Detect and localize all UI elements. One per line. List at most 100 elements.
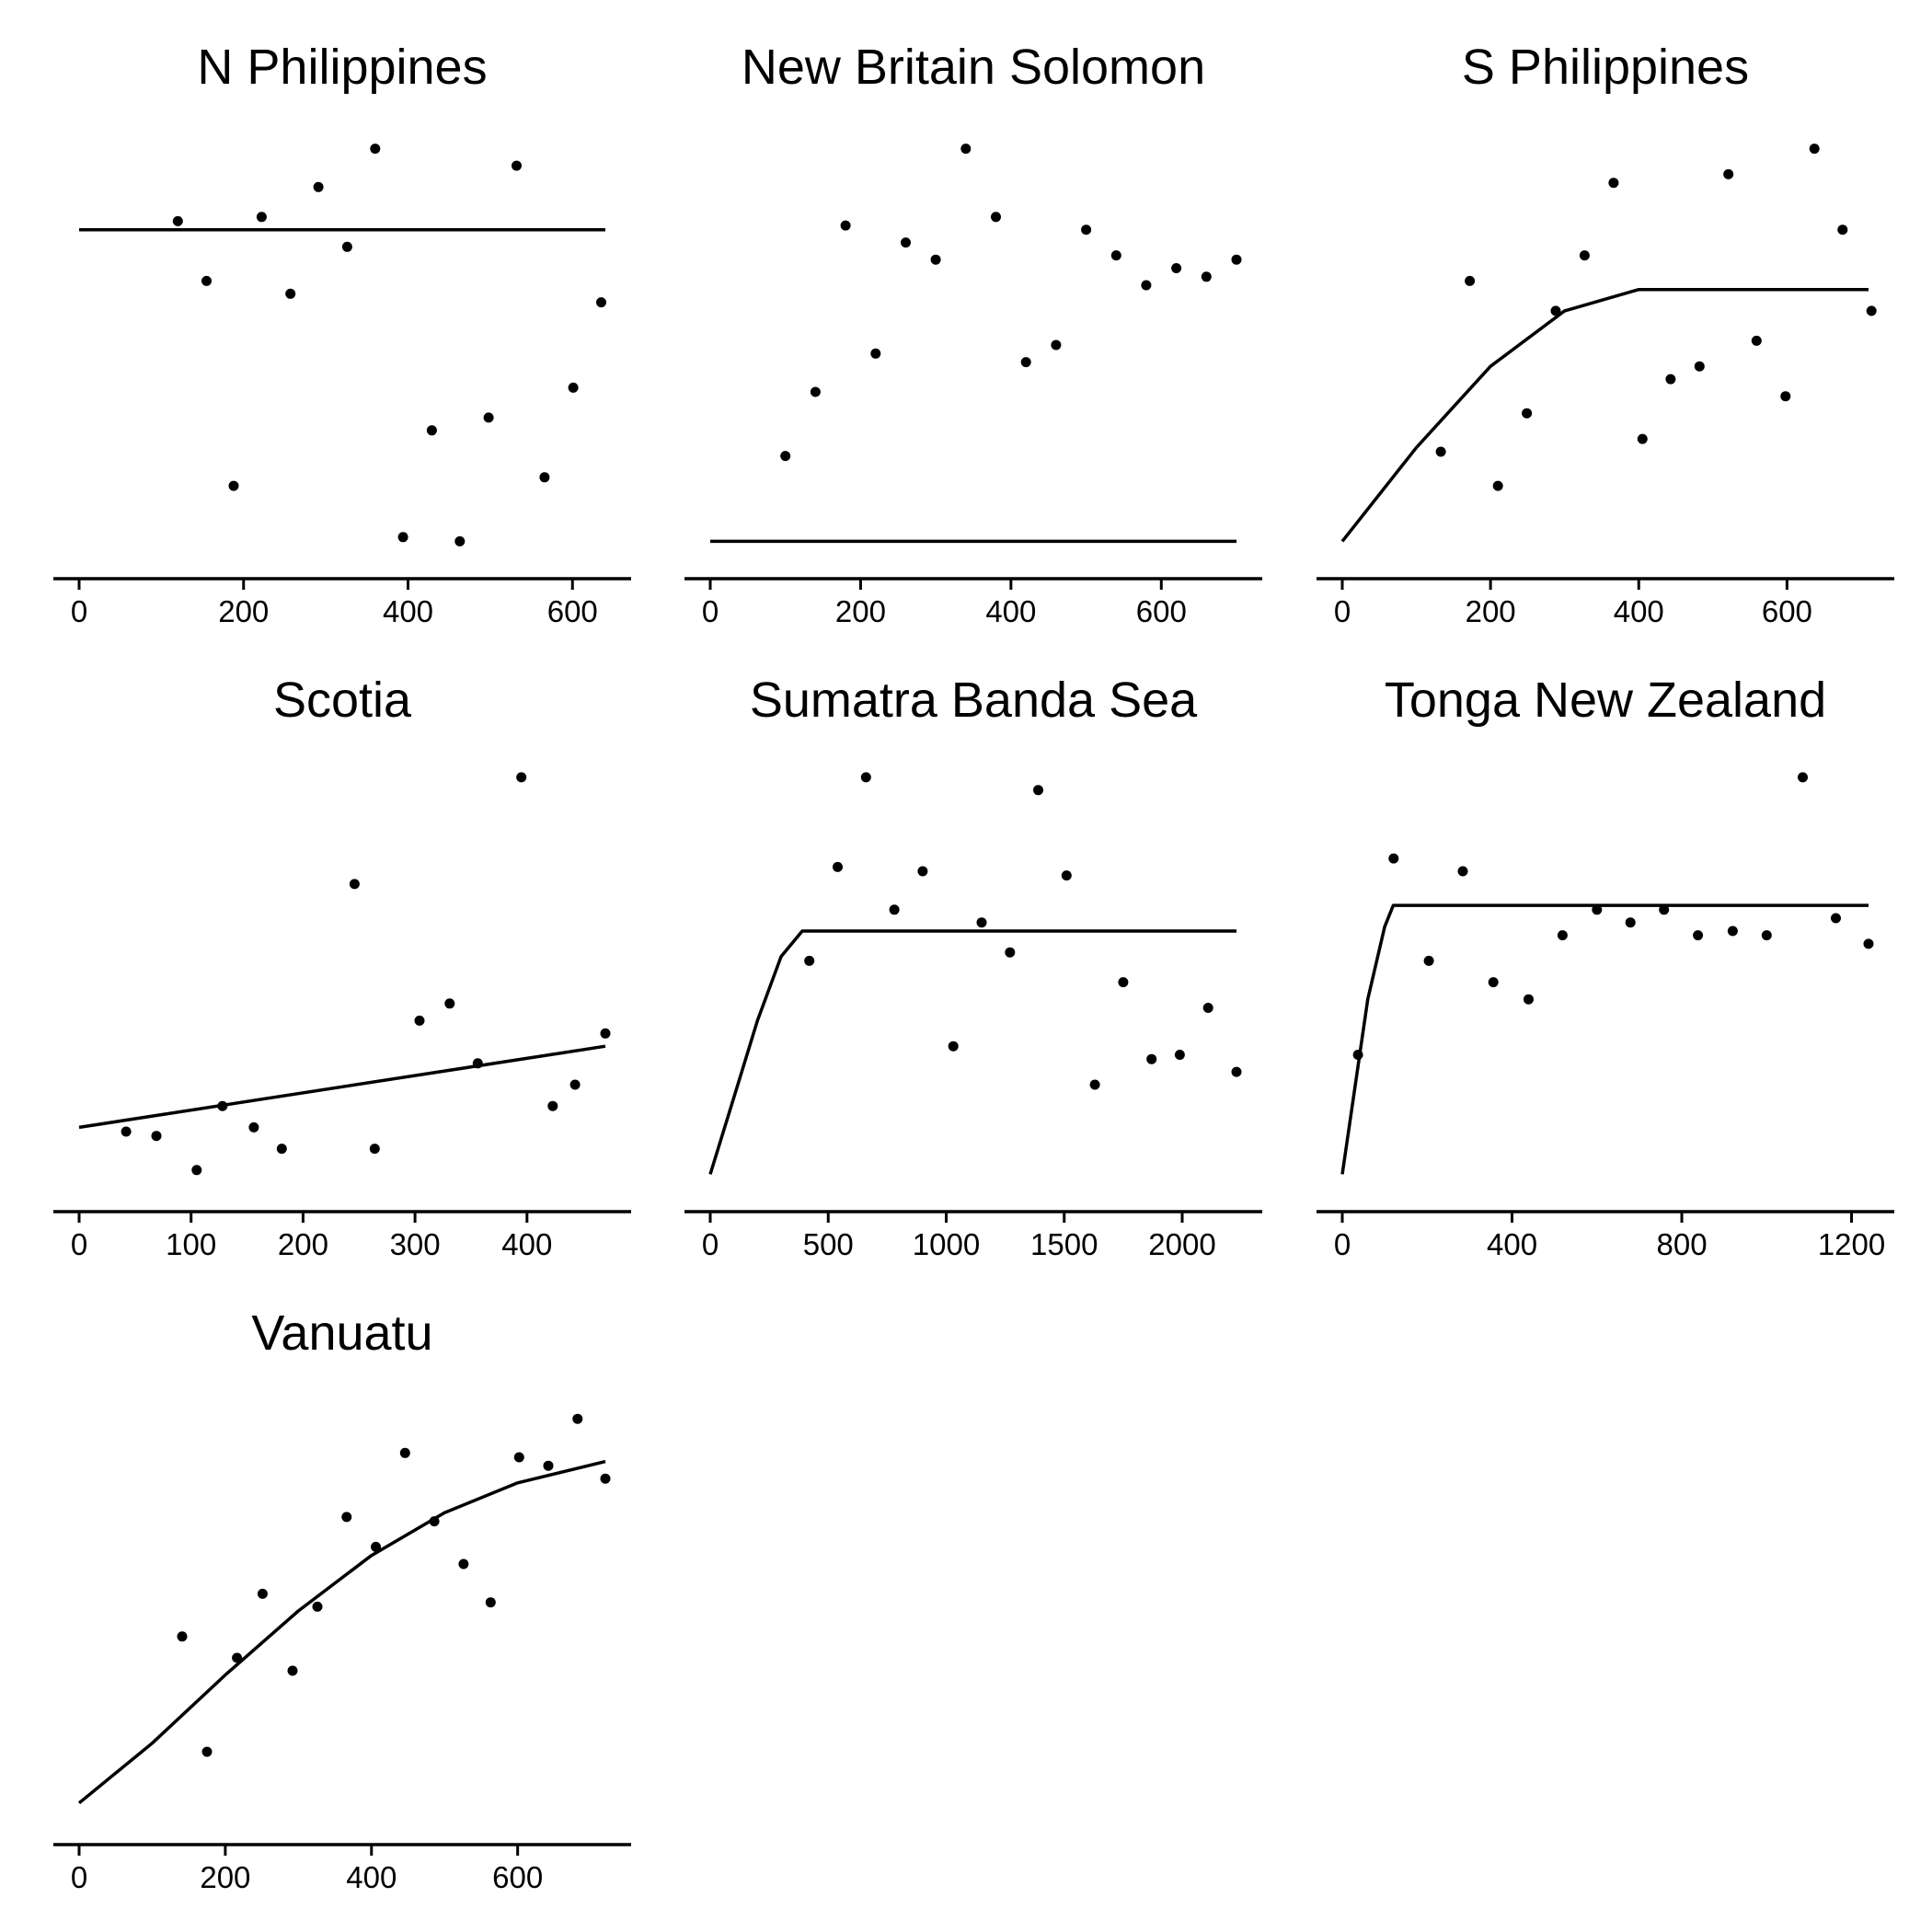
data-point	[444, 998, 455, 1009]
data-point	[1761, 930, 1772, 941]
data-point	[1005, 947, 1016, 958]
x-tick-label: 800	[1657, 1227, 1708, 1261]
data-point	[414, 1015, 425, 1026]
data-point	[472, 1058, 483, 1069]
data-point	[426, 425, 437, 436]
x-tick-label: 600	[547, 594, 598, 628]
data-point	[513, 1452, 524, 1463]
x-tick-label: 600	[1762, 594, 1812, 628]
x-tick-label: 400	[1487, 1227, 1537, 1261]
data-point	[1592, 904, 1603, 915]
data-point	[483, 412, 494, 423]
data-point	[1174, 1050, 1185, 1060]
x-tick-label: 0	[702, 1227, 719, 1261]
panel-title: Vanuatu	[251, 1305, 432, 1361]
x-tick-label: 400	[383, 594, 433, 628]
data-point	[201, 275, 212, 286]
data-point	[177, 1631, 188, 1642]
data-point	[201, 1746, 213, 1757]
data-point	[151, 1131, 162, 1142]
data-point	[121, 1126, 132, 1137]
x-tick-label: 200	[218, 594, 269, 628]
data-point	[370, 144, 381, 155]
x-tick-label: 1500	[1030, 1227, 1098, 1261]
data-point	[349, 879, 360, 890]
data-point	[369, 1144, 380, 1155]
x-tick-label: 400	[985, 594, 1036, 628]
data-point	[248, 1121, 259, 1133]
data-point	[516, 772, 527, 783]
data-point	[1579, 250, 1590, 261]
data-point	[543, 1460, 554, 1471]
data-point	[429, 1516, 440, 1527]
data-point	[572, 1413, 583, 1424]
x-tick-label: 400	[346, 1860, 397, 1894]
data-point	[991, 212, 1001, 223]
panel-title: Tonga New Zealand	[1385, 673, 1826, 728]
x-tick-label: 200	[835, 594, 886, 628]
x-tick-label: 0	[702, 594, 719, 628]
panel-5: Sumatra Banda Sea 0 500 1000 1500 2000	[684, 673, 1262, 1261]
data-point	[1524, 994, 1534, 1005]
data-point	[341, 241, 352, 252]
data-point	[1423, 955, 1434, 966]
data-point	[870, 348, 881, 359]
data-point	[458, 1558, 469, 1570]
data-point	[889, 904, 900, 915]
data-point	[485, 1597, 496, 1608]
data-point	[1863, 938, 1874, 949]
data-point	[948, 1041, 959, 1052]
data-point	[569, 1079, 581, 1090]
data-point	[1061, 870, 1072, 881]
data-point	[371, 1541, 381, 1552]
data-point	[1141, 280, 1152, 291]
panel-title: New Britain Solomon	[742, 40, 1205, 95]
x-tick-label: 0	[1334, 1227, 1351, 1261]
data-point	[1146, 1053, 1157, 1064]
data-point	[287, 1665, 298, 1676]
data-point	[228, 480, 239, 491]
data-point	[1388, 853, 1399, 864]
data-point	[917, 866, 928, 877]
data-point	[1866, 305, 1877, 316]
x-tick-label: 200	[200, 1860, 250, 1894]
data-point	[454, 535, 466, 546]
data-point	[1608, 178, 1619, 189]
panel-4: Scotia 0 100 200 300 400	[53, 673, 631, 1261]
data-point	[1020, 357, 1031, 368]
data-point	[172, 215, 183, 226]
panel-1: N Philippines 0 200 400 600	[53, 40, 631, 628]
x-tick-label: 0	[71, 594, 87, 628]
data-point	[257, 1588, 268, 1599]
data-point	[600, 1028, 611, 1039]
data-point	[1051, 339, 1062, 351]
fit-curve	[708, 929, 1236, 1175]
data-point	[1435, 446, 1446, 457]
data-point	[901, 237, 911, 248]
fit-curve	[77, 1459, 606, 1805]
data-point	[1694, 361, 1705, 372]
data-point	[285, 288, 296, 299]
data-point	[1665, 374, 1676, 385]
data-point	[1557, 930, 1568, 941]
data-point	[1809, 144, 1820, 155]
data-point	[312, 1601, 323, 1612]
data-point	[1110, 250, 1121, 261]
x-tick-label: 2000	[1148, 1227, 1215, 1261]
data-point	[1837, 224, 1848, 236]
data-point	[1727, 926, 1738, 937]
data-point	[833, 861, 843, 872]
data-point	[191, 1165, 202, 1176]
fit-curve	[78, 1044, 606, 1130]
data-point	[1231, 1066, 1242, 1077]
panel-7: Vanuatu 0 200 400 600	[53, 1305, 631, 1894]
x-tick-label: 600	[492, 1860, 543, 1894]
data-point	[1488, 977, 1499, 988]
data-point	[600, 1473, 611, 1484]
data-point	[1118, 977, 1129, 988]
x-tick-label: 500	[803, 1227, 854, 1261]
data-point	[512, 160, 522, 171]
data-point	[1751, 335, 1762, 346]
data-point	[1033, 785, 1043, 796]
